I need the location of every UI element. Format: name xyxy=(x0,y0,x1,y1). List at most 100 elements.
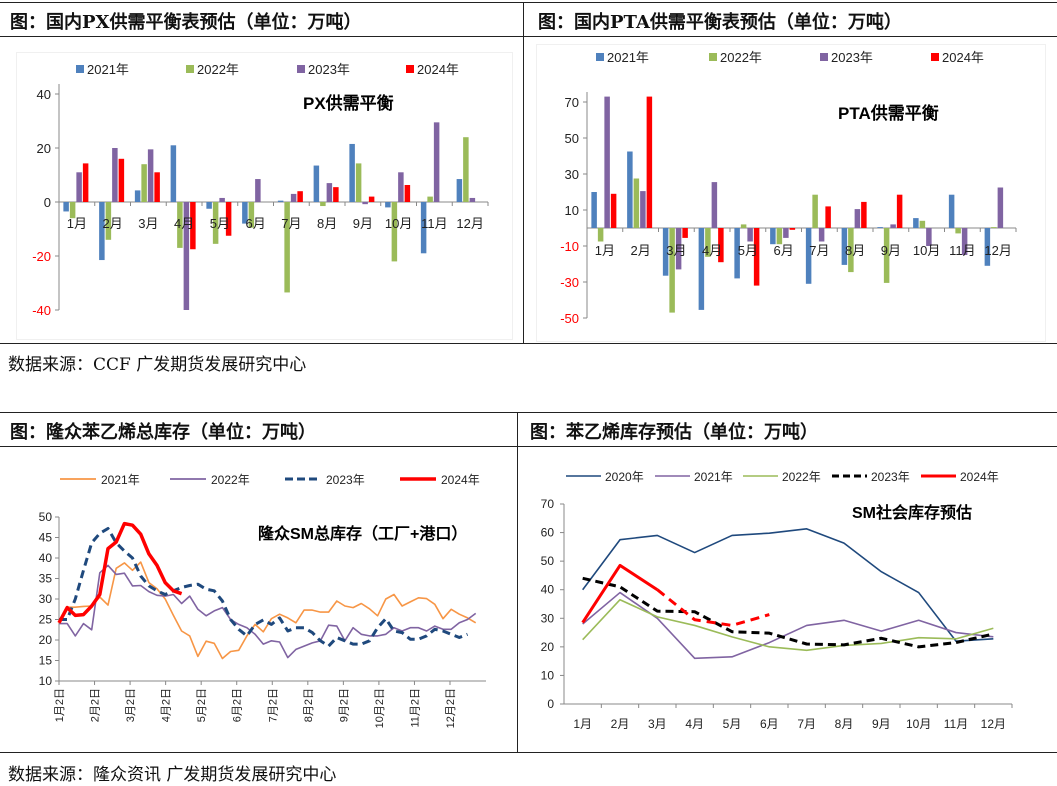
bar xyxy=(212,202,219,244)
bar xyxy=(682,228,688,238)
panel-title-pta: 图：国内PTA供需平衡表预估（单位：万吨） xyxy=(538,12,902,33)
source-bottom: 数据来源：隆众资讯 广发期货发展研究中心 xyxy=(8,765,337,785)
bar xyxy=(926,228,932,246)
bar xyxy=(76,172,82,202)
bar xyxy=(698,228,705,310)
legend-label: 2023年 xyxy=(308,62,350,77)
bar xyxy=(355,163,362,202)
y-tick-label: 30 xyxy=(565,167,579,182)
series-line xyxy=(582,598,994,652)
y-tick-label: 40 xyxy=(541,583,555,597)
category-label: 6月 xyxy=(774,243,794,258)
y-tick-label: 40 xyxy=(37,87,51,102)
category-label: 3月 xyxy=(648,717,667,731)
bar xyxy=(669,228,675,313)
x-tick-label: 6月2日 xyxy=(232,688,244,722)
bar xyxy=(141,164,147,202)
category-label: 12月 xyxy=(984,243,1011,258)
bar xyxy=(170,145,177,202)
bar xyxy=(711,182,718,228)
bar xyxy=(640,191,646,228)
category-label: 12月 xyxy=(981,717,1006,731)
bar xyxy=(753,228,760,286)
bar xyxy=(675,228,682,270)
bar xyxy=(313,165,320,202)
y-tick-label: 20 xyxy=(541,640,555,654)
bar xyxy=(277,200,284,202)
x-tick-label: 8月2日 xyxy=(303,688,315,722)
y-tick-label: 15 xyxy=(39,654,53,668)
category-label: 9月 xyxy=(881,243,901,258)
bar xyxy=(591,192,597,228)
y-tick-label: 30 xyxy=(541,611,555,625)
legend-swatch xyxy=(297,65,305,73)
chart-title: SM社会库存预估 xyxy=(852,503,972,522)
bar xyxy=(646,96,653,228)
y-tick-label: 20 xyxy=(37,141,51,156)
bar xyxy=(225,202,232,236)
category-label: 7月 xyxy=(797,717,816,731)
panel-title-px: 图：国内PX供需平衡表预估（单位：万吨） xyxy=(10,12,362,33)
legend-label: 2023年 xyxy=(831,50,873,65)
y-tick-label: 30 xyxy=(39,592,53,606)
category-label: 4月 xyxy=(685,717,704,731)
category-label: 10月 xyxy=(385,216,412,231)
legend-label: 2024年 xyxy=(942,50,984,65)
bar xyxy=(604,96,610,228)
category-label: 11月 xyxy=(421,216,448,231)
legend-label: 2024年 xyxy=(960,470,999,484)
y-tick-label: 20 xyxy=(39,633,53,647)
bar xyxy=(456,179,463,202)
bar xyxy=(627,151,633,228)
bar xyxy=(610,193,617,228)
bar xyxy=(248,202,255,228)
category-label: 5月 xyxy=(738,243,758,258)
bar xyxy=(183,202,190,310)
top-border xyxy=(0,2,1057,3)
bar xyxy=(362,202,368,205)
category-label: 4月 xyxy=(702,243,722,258)
legend-label: 2021年 xyxy=(101,473,140,487)
bar xyxy=(805,228,812,284)
category-label: 8月 xyxy=(845,243,865,258)
y-tick-label: 10 xyxy=(565,203,579,218)
bar xyxy=(812,194,818,228)
legend-swatch xyxy=(931,53,939,61)
bar xyxy=(63,202,69,212)
bar xyxy=(734,228,740,279)
bar xyxy=(841,228,848,265)
legend-label: 2022年 xyxy=(211,473,250,487)
legend-swatch xyxy=(186,65,194,73)
bar xyxy=(134,190,141,202)
bar xyxy=(118,158,125,202)
legend-label: 2022年 xyxy=(197,62,239,77)
legend-label: 2021年 xyxy=(87,62,129,77)
bar xyxy=(705,228,711,257)
bar xyxy=(633,178,640,228)
pta-plot-area xyxy=(536,44,1046,342)
bar xyxy=(984,228,991,266)
bar xyxy=(919,220,926,228)
bar xyxy=(890,224,896,228)
legend-label: 2021年 xyxy=(694,470,733,484)
bar xyxy=(147,149,154,202)
bar xyxy=(326,183,333,202)
bar xyxy=(883,228,890,283)
bar xyxy=(896,194,903,228)
bar xyxy=(420,202,427,254)
bar xyxy=(190,202,196,250)
x-tick-label: 10月2日 xyxy=(374,688,386,728)
bar xyxy=(154,172,160,202)
top-vertical-divider xyxy=(523,2,524,343)
category-label: 10月 xyxy=(906,717,931,731)
bar xyxy=(112,148,118,202)
bottom-top-border xyxy=(0,412,1057,413)
source-top: 数据来源：CCF 广发期货发展研究中心 xyxy=(8,355,307,375)
bar xyxy=(404,184,411,202)
legend-label: 2022年 xyxy=(782,470,821,484)
panel-title-sm-forecast: 图：苯乙烯库存预估（单位：万吨） xyxy=(530,422,818,443)
x-tick-label: 3月2日 xyxy=(125,688,137,722)
bar xyxy=(776,228,783,245)
bar xyxy=(597,228,604,242)
bar xyxy=(297,191,303,202)
